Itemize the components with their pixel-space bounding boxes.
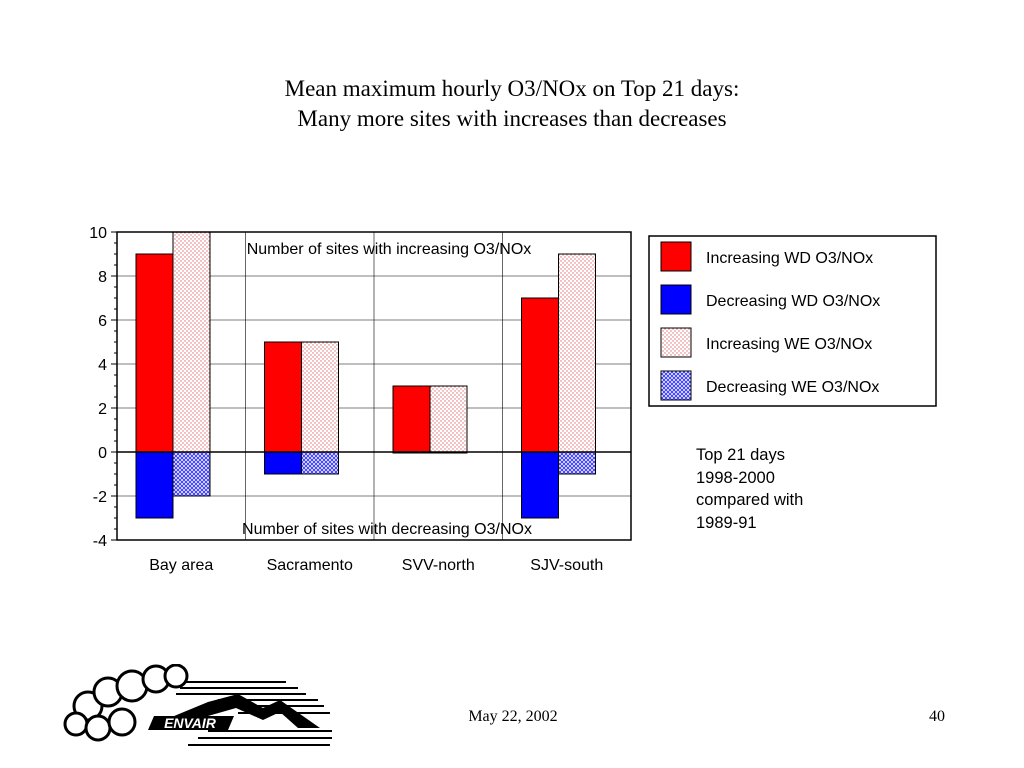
y-tick-label: 6 [98,313,107,330]
bar-decreasing-wd-o3-nox-sjv-south [521,451,559,519]
plot-bars [135,231,596,519]
x-axis: Bay area Sacramento SVV-north SJV-south [149,557,603,574]
bar-decreasing-we-o3-nox-sjv-south [558,451,596,475]
footer-date: May 22, 2002 [468,708,558,725]
legend-label: Decreasing WE O3/NOx [706,379,879,396]
x-tick-label: SVV-north [402,557,475,574]
envair-logo: ENVAIR [63,664,332,746]
y-axis: 10 8 6 4 2 0 -2 -4 [89,225,117,550]
bar-increasing-wd-o3-nox-bay-area [135,253,174,453]
logo-banner [148,716,234,730]
side-note-line: 1989-91 [696,513,757,532]
page-number: 40 [929,708,945,725]
logo-text: ENVAIR [164,715,217,731]
bar-decreasing-we-o3-nox-sacramento [301,451,339,475]
y-tick-label: 2 [98,401,107,418]
side-note-line: compared with [696,491,804,509]
y-tick-label: 8 [98,269,107,286]
side-note-line: Top 21 days [696,446,785,464]
side-note: Top 21 days 1998-2000 compared with 1989… [696,444,803,534]
legend-swatch [660,284,692,315]
legend-swatch [660,370,692,401]
legend: Increasing WD O3/NOx Decreasing WD O3/NOx… [648,235,937,407]
bar-decreasing-wd-o3-nox-bay-area [135,451,174,519]
slide-title: Mean maximum hourly O3/NOx on Top 21 day… [112,74,912,134]
legend-label: Decreasing WD O3/NOx [706,293,880,310]
legend-label: Increasing WE O3/NOx [706,336,872,353]
slide-title-line-1: Mean maximum hourly O3/NOx on Top 21 day… [284,76,740,101]
annotation-increasing: Number of sites with increasing O3/NOx [247,241,532,258]
bar-decreasing-wd-o3-nox-sacramento [264,451,302,475]
y-tick-label: 4 [98,357,107,374]
y-tick-label: -4 [93,533,107,550]
bar-increasing-we-o3-nox-sjv-south [558,253,596,453]
legend-swatch [660,241,692,272]
legend-box [648,235,937,407]
bar-increasing-we-o3-nox-sacramento [301,341,339,453]
legend-label: Increasing WD O3/NOx [706,250,873,267]
bar-increasing-wd-o3-nox-sacramento [264,341,302,453]
bar-increasing-we-o3-nox-svv-north [429,385,468,453]
bar-increasing-we-o3-nox-bay-area [172,231,211,453]
side-note-line: 1998-2000 [696,468,775,487]
x-tick-label: Sacramento [267,557,353,574]
y-tick-label: 0 [98,445,107,462]
bar-increasing-wd-o3-nox-sjv-south [521,297,559,453]
y-tick-label: -2 [93,489,107,506]
y-tick-label: 10 [89,225,107,242]
legend-swatch [660,327,692,358]
bar-increasing-wd-o3-nox-svv-north [392,385,431,453]
slide-title-line-2: Many more sites with increases than decr… [297,106,727,131]
x-tick-label: SJV-south [530,557,603,574]
annotation-decreasing: Number of sites with decreasing O3/NOx [242,521,532,538]
x-tick-label: Bay area [149,557,213,574]
bar-decreasing-we-o3-nox-bay-area [172,451,211,497]
